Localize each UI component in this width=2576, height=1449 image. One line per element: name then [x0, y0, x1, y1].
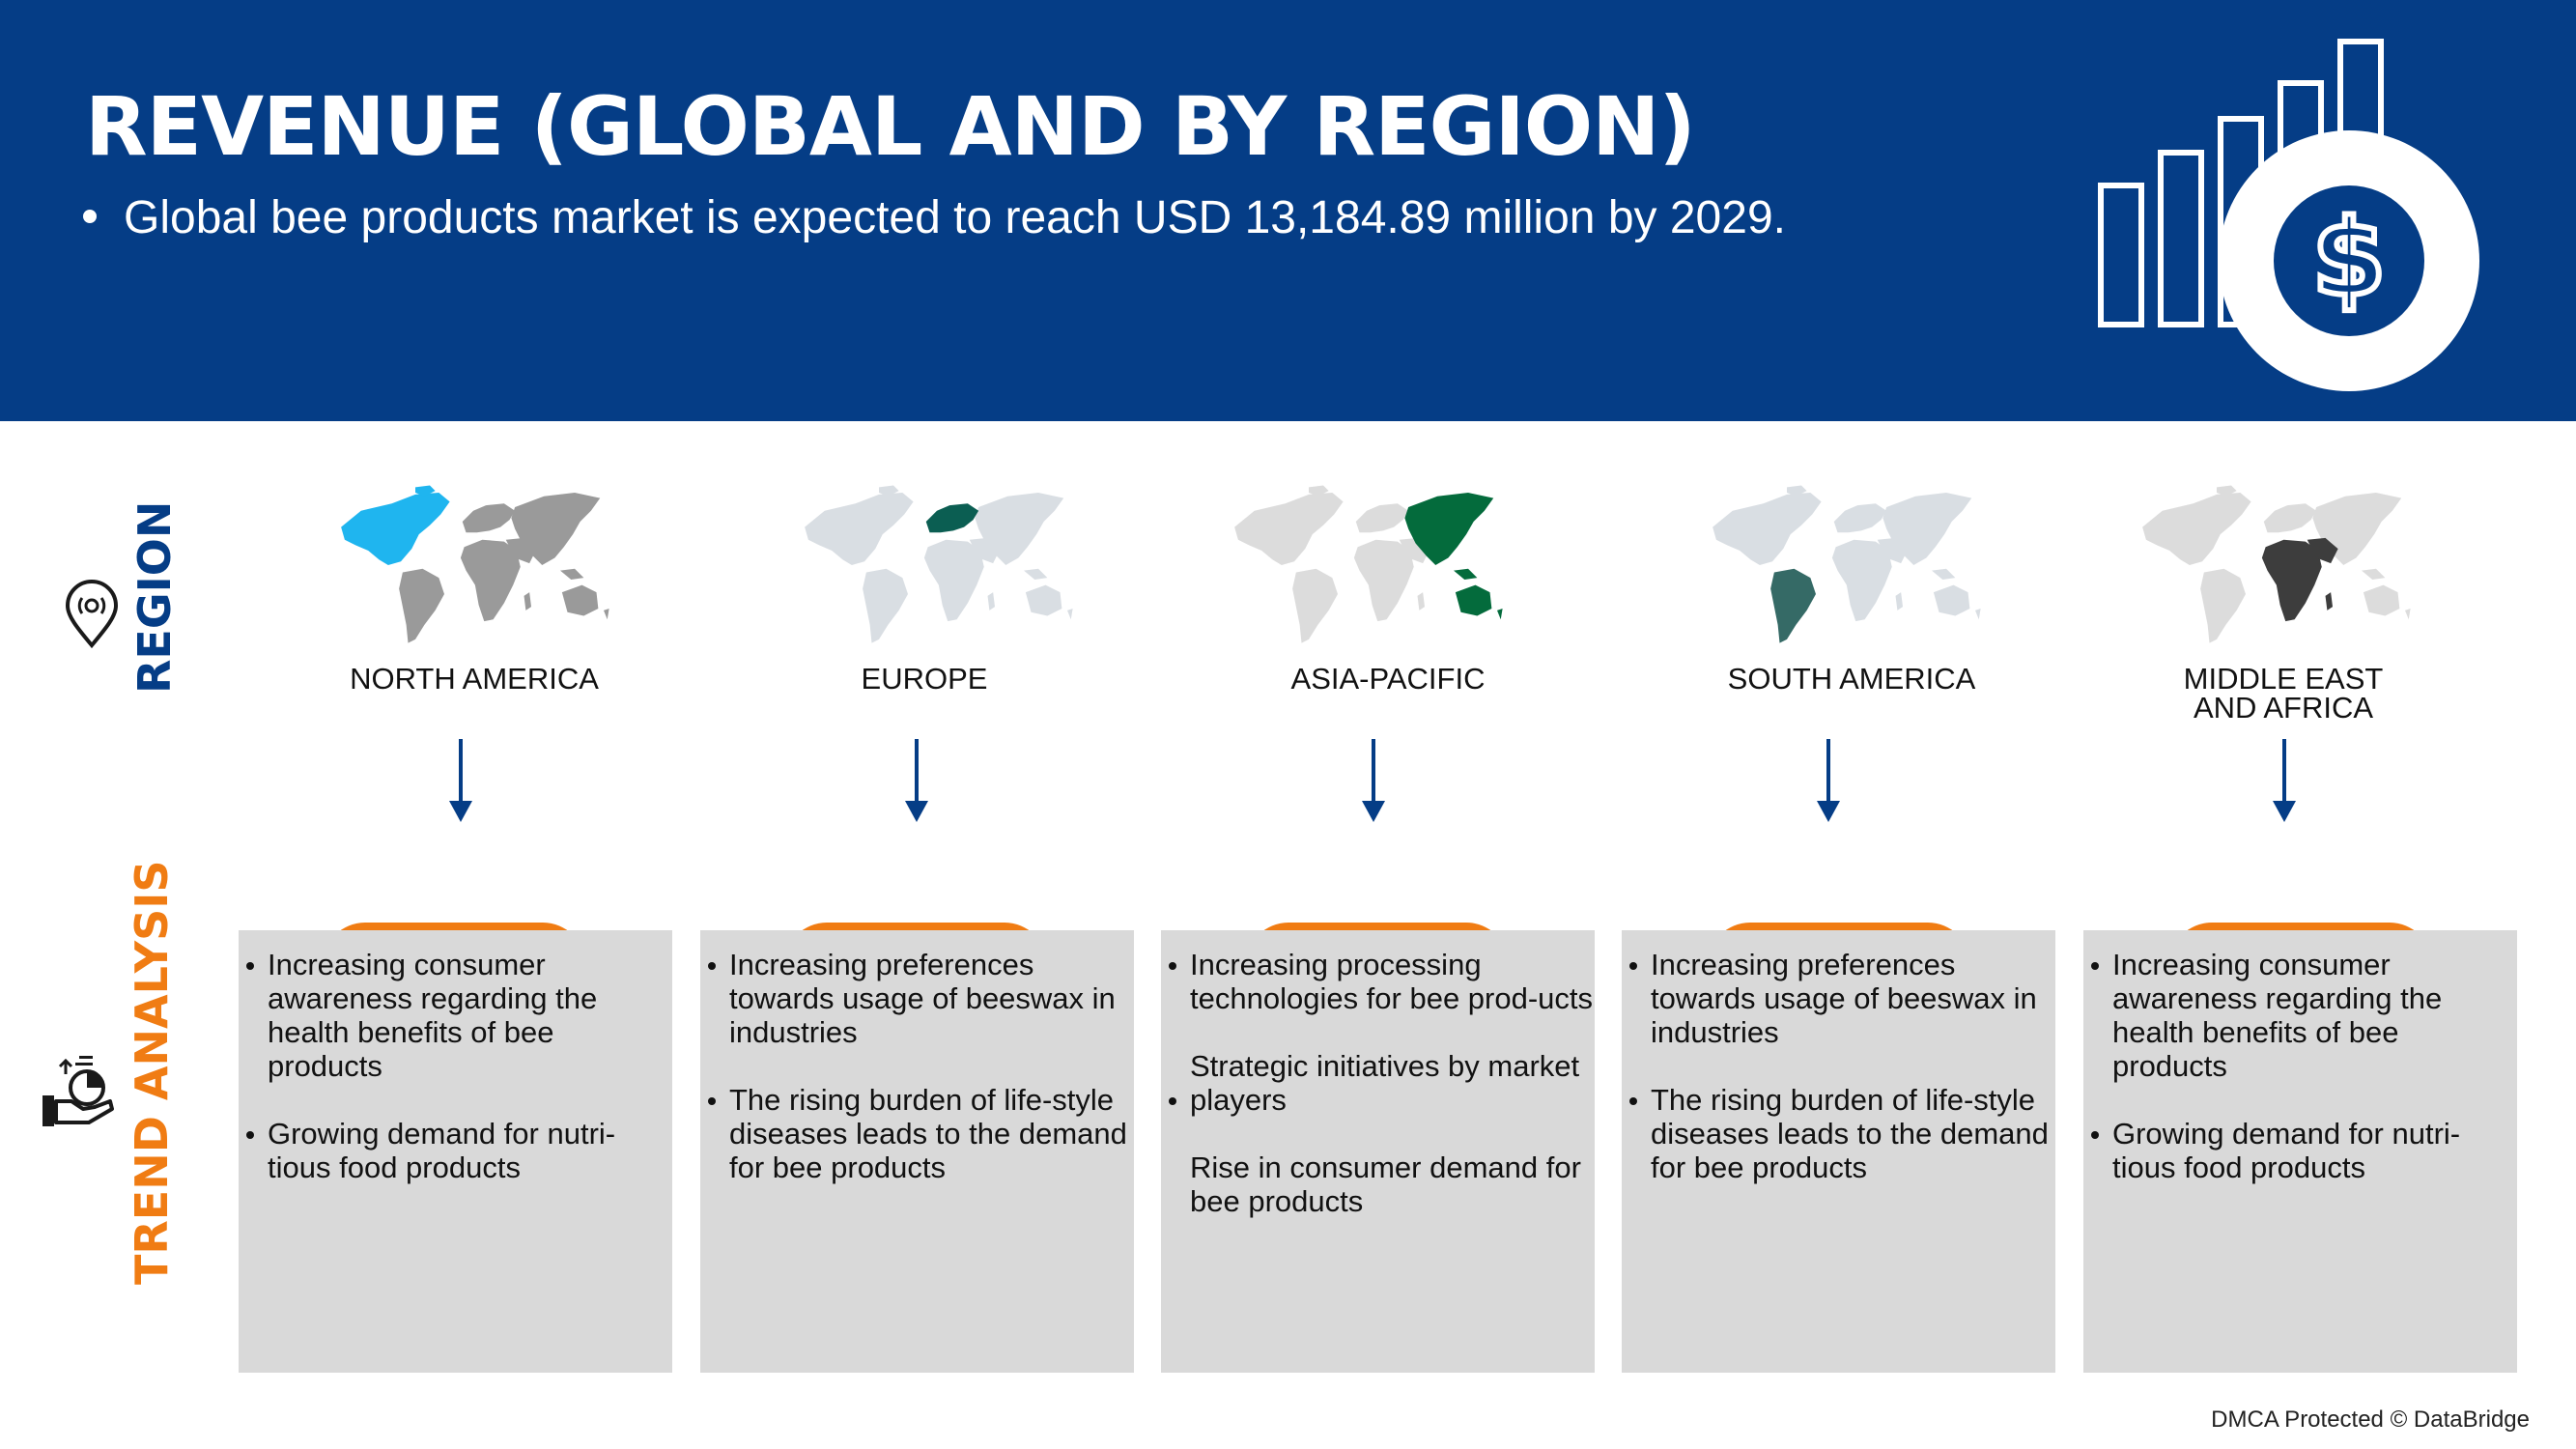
- trend-item: Increasing processing technologies for b…: [1161, 948, 1595, 1015]
- region-name-asia-pacific: ASIA-PACIFIC: [1290, 662, 1486, 696]
- region-side-label: REGION: [128, 500, 181, 694]
- revenue-bar-chart-dollar-icon: $: [2086, 29, 2492, 401]
- region-name-europe: EUROPE: [861, 662, 988, 696]
- map-north-america: [328, 478, 618, 652]
- map-south-america: [1700, 478, 1990, 652]
- trend-item: The rising burden of life-style diseases…: [700, 1083, 1134, 1184]
- map-asia-pacific: [1222, 478, 1512, 652]
- map-europe: [792, 478, 1082, 652]
- trend-card-middle-east-africa: Increasing consumer awareness regarding …: [2083, 930, 2517, 1373]
- region-name-south-america: SOUTH AMERICA: [1727, 662, 1976, 696]
- location-pin-icon: [64, 580, 120, 654]
- map-middle-east-africa: [2130, 478, 2420, 652]
- down-arrow-icon: [1814, 739, 1843, 831]
- trend-item: Increasing preferences towards usage of …: [700, 948, 1134, 1049]
- header-banner: REVENUE (GLOBAL AND BY REGION) Global be…: [0, 0, 2576, 421]
- trend-item: Increasing preferences towards usage of …: [1622, 948, 2055, 1049]
- trend-item: Growing demand for nutri-tious food prod…: [239, 1117, 672, 1184]
- trend-item: Increasing consumer awareness regarding …: [2083, 948, 2517, 1083]
- trend-item: Increasing consumer awareness regarding …: [239, 948, 672, 1083]
- down-arrow-icon: [1359, 739, 1388, 831]
- trend-item: Strategic initiatives by market players: [1161, 1049, 1595, 1117]
- trend-card-south-america: Increasing preferences towards usage of …: [1622, 930, 2055, 1373]
- trend-item: Growing demand for nutri-tious food prod…: [2083, 1117, 2517, 1184]
- bullet-dot: [83, 210, 97, 224]
- copyright-footer: DMCA Protected © DataBridge: [2211, 1406, 2530, 1433]
- page-title: REVENUE (GLOBAL AND BY REGION): [85, 79, 1696, 174]
- trend-analysis-side-label: TREND ANALYSIS: [126, 860, 178, 1285]
- trend-item: The rising burden of life-style diseases…: [1622, 1083, 2055, 1184]
- trend-card-north-america: Increasing consumer awareness regarding …: [239, 930, 672, 1373]
- down-arrow-icon: [446, 739, 475, 831]
- down-arrow-icon: [2270, 739, 2299, 831]
- trend-card-asia-pacific: Increasing processing technologies for b…: [1161, 930, 1595, 1373]
- subtitle: Global bee products market is expected t…: [83, 191, 1786, 244]
- hand-analysis-icon: [37, 1053, 118, 1135]
- down-arrow-icon: [902, 739, 931, 831]
- svg-text:$: $: [2312, 196, 2387, 320]
- region-name-north-america: NORTH AMERICA: [350, 662, 599, 696]
- trend-item: Rise in consumer demand for bee products: [1190, 1151, 1581, 1218]
- subtitle-text: Global bee products market is expected t…: [124, 192, 1786, 243]
- trend-card-europe: Increasing preferences towards usage of …: [700, 930, 1134, 1373]
- region-name-middle-east-africa: MIDDLE EAST AND AFRICA: [2183, 662, 2384, 724]
